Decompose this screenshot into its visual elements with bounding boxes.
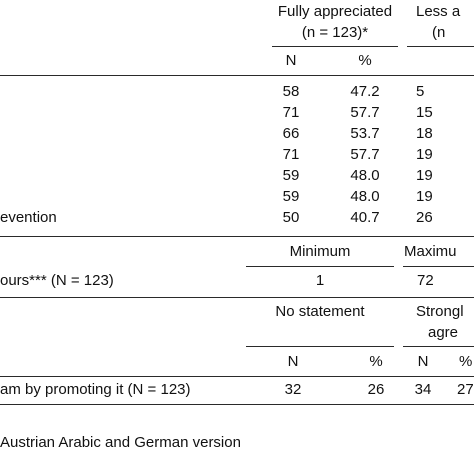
statement-n: 32 bbox=[284, 381, 302, 398]
strongly-col-n: N bbox=[417, 353, 429, 370]
row-pct: 53.7 bbox=[350, 125, 380, 142]
row-less-n: 19 bbox=[416, 167, 433, 184]
row-n: 71 bbox=[282, 146, 300, 163]
row-less-n: 18 bbox=[416, 125, 433, 142]
hours-maximum: 72 bbox=[417, 272, 434, 289]
row-less-n: 19 bbox=[416, 188, 433, 205]
row-less-n: 15 bbox=[416, 104, 433, 121]
row-pct: 48.0 bbox=[350, 188, 380, 205]
no-statement-rule bbox=[246, 346, 394, 347]
row-n: 59 bbox=[282, 167, 300, 184]
row-pct: 57.7 bbox=[350, 104, 380, 121]
less-header-rule bbox=[407, 46, 474, 47]
statement-label: am by promoting it (N = 123) bbox=[0, 381, 191, 398]
fully-header-rule bbox=[272, 46, 398, 47]
section-rule bbox=[0, 236, 474, 237]
strongly-pct: 27 bbox=[457, 381, 474, 398]
row-pct: 40.7 bbox=[350, 209, 380, 226]
row-pct: 47.2 bbox=[350, 83, 380, 100]
row-n: 58 bbox=[282, 83, 300, 100]
row-less-n: 5 bbox=[416, 83, 425, 100]
statement-pct: 26 bbox=[367, 381, 385, 398]
row-pct: 57.7 bbox=[350, 146, 380, 163]
row-n: 71 bbox=[282, 104, 300, 121]
section-rule bbox=[0, 297, 474, 298]
footnote: Austrian Arabic and German version bbox=[0, 434, 241, 451]
less-appreciated-header: Less a bbox=[416, 3, 461, 20]
no-statement-header: No statement bbox=[275, 303, 365, 320]
fully-appreciated-count: (n = 123)* bbox=[301, 24, 369, 41]
header-bottom-rule bbox=[0, 75, 474, 76]
table-bottom-rule bbox=[0, 404, 474, 405]
strongly-agree-header-line2: agre bbox=[428, 324, 459, 341]
row-n: 50 bbox=[282, 209, 300, 226]
hours-label: ours*** (N = 123) bbox=[0, 272, 114, 289]
row-label: evention bbox=[0, 209, 57, 226]
row-n: 66 bbox=[282, 125, 300, 142]
hours-minimum: 1 bbox=[315, 272, 325, 289]
col-pct-header: % bbox=[358, 52, 372, 69]
row-n: 59 bbox=[282, 188, 300, 205]
row-less-n: 26 bbox=[416, 209, 433, 226]
fully-appreciated-header: Fully appreciated bbox=[277, 3, 393, 20]
minimum-header: Minimum bbox=[289, 243, 351, 260]
statement-col-n: N bbox=[287, 353, 299, 370]
row-pct: 48.0 bbox=[350, 167, 380, 184]
strongly-agree-rule bbox=[403, 346, 474, 347]
strongly-col-pct: % bbox=[459, 353, 473, 370]
statement-col-pct: % bbox=[369, 353, 383, 370]
strongly-n: 34 bbox=[414, 381, 432, 398]
less-appreciated-count: (n bbox=[432, 24, 446, 41]
maximum-rule bbox=[403, 266, 474, 267]
minimum-rule bbox=[246, 266, 394, 267]
maximum-header: Maximu bbox=[404, 243, 457, 260]
statement-header-rule bbox=[0, 376, 474, 377]
row-less-n: 19 bbox=[416, 146, 433, 163]
strongly-agree-header: Strongl bbox=[416, 303, 464, 320]
col-n-header: N bbox=[285, 52, 297, 69]
